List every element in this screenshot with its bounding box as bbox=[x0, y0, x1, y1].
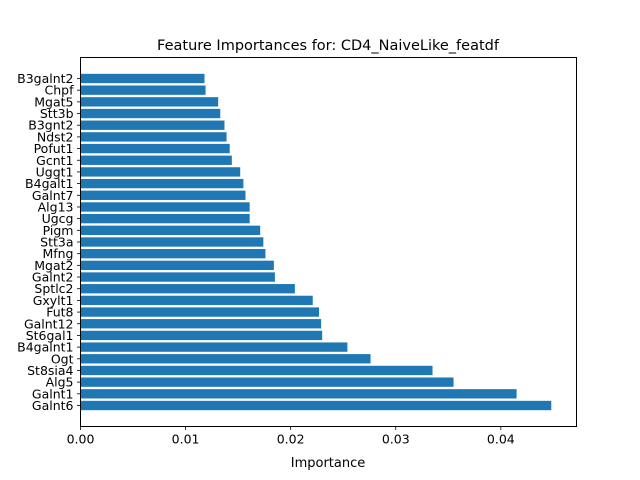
y-tick-label: B4galnt1 bbox=[17, 340, 73, 355]
y-tick-label: Uggt1 bbox=[36, 164, 74, 179]
x-tick-label: 0.04 bbox=[487, 432, 515, 447]
y-tick-label: Chpf bbox=[45, 83, 75, 98]
y-tick-label: Fut8 bbox=[46, 305, 73, 320]
y-tick-label: B3gnt2 bbox=[28, 118, 73, 133]
y-tick-label: Galnt1 bbox=[32, 386, 74, 401]
bar-galnt1 bbox=[80, 389, 517, 399]
bar-st8sia4 bbox=[80, 365, 433, 376]
plot-frame bbox=[80, 57, 577, 427]
bar-stt3b bbox=[80, 108, 221, 119]
bar-b4galt1 bbox=[80, 178, 244, 189]
y-tick-label: Ndst2 bbox=[37, 129, 74, 144]
chart-title: Feature Importances for: CD4_NaiveLike_f… bbox=[157, 38, 500, 54]
bar-pigm bbox=[80, 225, 261, 235]
bar-galnt2 bbox=[80, 272, 275, 282]
y-tick-label: Stt3b bbox=[40, 106, 74, 121]
bar-mgat5 bbox=[80, 97, 219, 107]
y-tick-label: Alg13 bbox=[38, 199, 74, 214]
y-tick-label: Ogt bbox=[51, 351, 74, 366]
bar-ugcg bbox=[80, 213, 250, 224]
bar-mfng bbox=[80, 249, 266, 259]
bar-sptlc2 bbox=[80, 284, 295, 294]
bars-group bbox=[80, 73, 552, 411]
bar-ogt bbox=[80, 354, 371, 364]
x-tick-label: 0.02 bbox=[277, 432, 305, 447]
bar-b3gnt2 bbox=[80, 120, 225, 130]
bar-gcnt1 bbox=[80, 155, 232, 165]
y-tick-label: Sptlc2 bbox=[34, 281, 73, 296]
bar-galnt12 bbox=[80, 319, 322, 329]
x-axis-label: Importance bbox=[291, 456, 366, 471]
bar-alg13 bbox=[80, 202, 250, 212]
x-tick-label: 0.03 bbox=[382, 432, 410, 447]
bar-st6gal1 bbox=[80, 330, 323, 341]
y-tick-label: St8sia4 bbox=[27, 363, 73, 378]
bar-uggt1 bbox=[80, 167, 241, 177]
bar-ndst2 bbox=[80, 132, 227, 142]
y-tick-label: Alg5 bbox=[46, 375, 74, 390]
y-tick-label: Stt3a bbox=[40, 235, 73, 250]
bar-fut8 bbox=[80, 307, 320, 317]
bar-alg5 bbox=[80, 377, 454, 387]
bar-b4galnt1 bbox=[80, 342, 348, 352]
y-tick-label: Ugcg bbox=[42, 211, 74, 226]
x-axis-ticks: 0.00 0.01 0.02 0.03 0.04 bbox=[67, 426, 515, 447]
bar-galnt6 bbox=[80, 400, 552, 411]
y-tick-label: B3galnt2 bbox=[17, 71, 73, 86]
y-tick-label: Gcnt1 bbox=[36, 153, 73, 168]
y-tick-label: Mgat5 bbox=[34, 94, 73, 109]
y-tick-label: Mgat2 bbox=[34, 258, 73, 273]
y-tick-label: Galnt12 bbox=[24, 316, 74, 331]
y-tick-label: Galnt7 bbox=[32, 188, 74, 203]
y-tick-label: B4galt1 bbox=[25, 176, 73, 191]
bar-chpf bbox=[80, 85, 206, 95]
y-tick-label: Galnt2 bbox=[32, 270, 74, 285]
bar-gxylt1 bbox=[80, 295, 313, 306]
y-tick-label: Galnt6 bbox=[32, 398, 74, 413]
y-tick-label: Gxylt1 bbox=[33, 293, 74, 308]
y-tick-label: Pigm bbox=[43, 223, 74, 238]
x-tick-label: 0.00 bbox=[67, 432, 95, 447]
bar-pofut1 bbox=[80, 143, 230, 154]
y-tick-label: Pofut1 bbox=[34, 141, 74, 156]
y-axis-ticks: Galnt6Galnt1Alg5St8sia4OgtB4galnt1St6gal… bbox=[17, 71, 81, 413]
bar-stt3a bbox=[80, 237, 264, 247]
x-tick-label: 0.01 bbox=[172, 432, 200, 447]
bar-galnt7 bbox=[80, 190, 246, 200]
bar-b3galnt2 bbox=[80, 73, 205, 84]
y-tick-label: St6gal1 bbox=[26, 328, 74, 343]
bar-mgat2 bbox=[80, 260, 274, 271]
y-tick-label: Mfng bbox=[42, 246, 73, 261]
